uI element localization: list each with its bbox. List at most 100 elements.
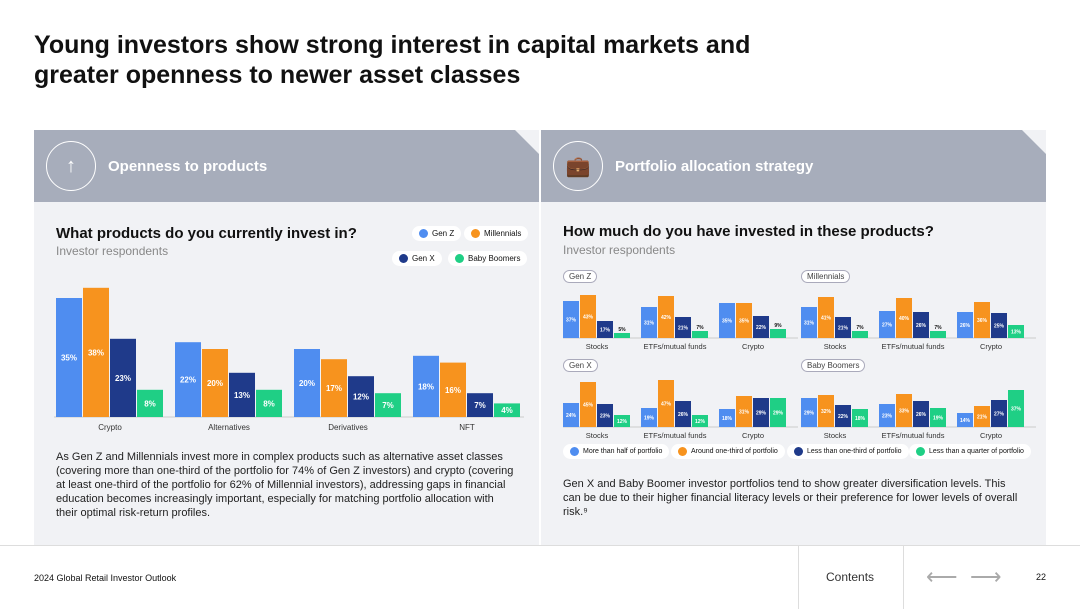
data-label: 7% — [856, 325, 864, 331]
right-paragraph: Gen X and Baby Boomer investor portfolio… — [563, 478, 1018, 518]
data-label: 37% — [1011, 407, 1022, 413]
bar — [658, 380, 674, 427]
data-label: 13% — [1011, 330, 1022, 336]
bar — [641, 307, 657, 338]
data-label: 32% — [821, 409, 832, 415]
legend-item: Around one-third of portfolio — [671, 444, 785, 459]
bar — [801, 398, 817, 427]
allocation-chart: 29% 32% 22% 18% Stocks 23% 33% 26% 19% ETFs/mutua… — [801, 390, 1036, 440]
bar — [818, 297, 834, 338]
data-label: 37% — [566, 318, 577, 324]
data-label: 12% — [353, 393, 369, 402]
bar — [818, 395, 834, 427]
data-label: 26% — [916, 323, 927, 329]
data-label: 45% — [583, 403, 594, 409]
data-label: 18% — [722, 416, 733, 422]
bar — [467, 393, 493, 417]
data-label: 47% — [661, 402, 672, 408]
data-label: 29% — [804, 411, 815, 417]
data-label: 12% — [617, 419, 628, 425]
data-label: 9% — [774, 323, 782, 329]
data-label: 17% — [600, 328, 611, 334]
legend-label: Less than a quarter of portfolio — [929, 448, 1024, 455]
data-label: 21% — [678, 326, 689, 332]
bar — [175, 342, 201, 417]
bar — [563, 403, 579, 427]
legend-dot — [455, 254, 464, 263]
data-label: 20% — [207, 379, 223, 388]
data-label: 5% — [618, 327, 626, 333]
bar — [675, 317, 691, 338]
data-label: 22% — [838, 414, 849, 420]
bar — [1008, 390, 1024, 427]
data-label: 14% — [960, 418, 971, 424]
right-header-title: Portfolio allocation strategy — [615, 157, 814, 175]
data-label: 22% — [180, 376, 196, 385]
data-label: 31% — [644, 321, 655, 327]
legend-dot — [471, 229, 480, 238]
left-panel-header: ↑ Openness to products — [34, 130, 539, 202]
bar — [56, 298, 82, 417]
bar — [658, 296, 674, 338]
allocation-chart: 37% 43% 17% 5% Stocks 31% 42% 21% 7% ETFs/mutual … — [563, 295, 798, 351]
bar — [83, 287, 109, 417]
left-subtitle: Investor respondents — [56, 244, 169, 258]
bar — [614, 415, 630, 427]
data-label: 18% — [855, 416, 866, 422]
data-label: 8% — [263, 399, 275, 408]
data-label: 7% — [474, 401, 486, 410]
data-label: 22% — [756, 325, 767, 331]
bar — [913, 401, 929, 427]
bar — [770, 329, 786, 338]
allocation-chart: 31% 41% 21% 7% Stocks 27% 40% 26% 7% ETFs/mutual … — [801, 297, 1036, 351]
data-label: 26% — [960, 323, 971, 329]
data-label: 13% — [234, 391, 250, 400]
data-label: 27% — [882, 323, 893, 329]
legend-item: More than half of portfolio — [563, 444, 670, 459]
data-label: 23% — [600, 414, 611, 420]
prev-arrow-icon[interactable]: ⟵ — [926, 564, 958, 589]
bar — [753, 316, 769, 338]
bar — [753, 398, 769, 427]
bar — [913, 312, 929, 338]
bar — [580, 295, 596, 338]
category-label: ETFs/mutual funds — [644, 431, 707, 440]
data-label: 42% — [661, 315, 672, 321]
bar — [202, 349, 228, 417]
bar — [879, 404, 895, 427]
bar — [294, 349, 320, 417]
bar — [719, 409, 735, 427]
bar — [930, 331, 946, 338]
left-panel: ↑ Openness to products What products do y… — [34, 130, 539, 545]
data-label: 24% — [566, 413, 577, 419]
right-subtitle: Investor respondents — [563, 243, 676, 257]
contents-link[interactable]: Contents — [826, 570, 875, 584]
legend-label: Around one-third of portfolio — [691, 448, 778, 455]
divider — [903, 546, 904, 609]
data-label: 29% — [773, 411, 784, 417]
legend-label: Less than one-third of portfolio — [807, 448, 902, 455]
next-arrow-icon[interactable]: ⟶ — [970, 564, 1002, 589]
bar — [110, 338, 136, 417]
legend-label: Baby Boomers — [468, 254, 521, 263]
data-label: 19% — [933, 416, 944, 422]
data-label: 27% — [994, 412, 1005, 418]
page-number: 22 — [1036, 572, 1047, 582]
legend-label: Gen X — [412, 254, 435, 263]
bar — [930, 408, 946, 427]
category-label: Stocks — [586, 342, 609, 351]
bar — [957, 312, 973, 338]
bar — [835, 317, 851, 338]
arrow-up-icon: ↑ — [46, 141, 96, 191]
data-label: 23% — [115, 374, 131, 383]
bar — [597, 321, 613, 338]
data-label: 31% — [739, 410, 750, 416]
data-label: 40% — [899, 316, 910, 322]
legend-item: Less than a quarter of portfolio — [909, 444, 1031, 459]
bar — [974, 406, 990, 427]
category-label: Alternatives — [208, 423, 250, 432]
bar — [974, 302, 990, 338]
data-label: 26% — [916, 412, 927, 418]
data-label: 36% — [977, 318, 988, 324]
left-paragraph: As Gen Z and Millennials invest more in … — [56, 451, 514, 519]
